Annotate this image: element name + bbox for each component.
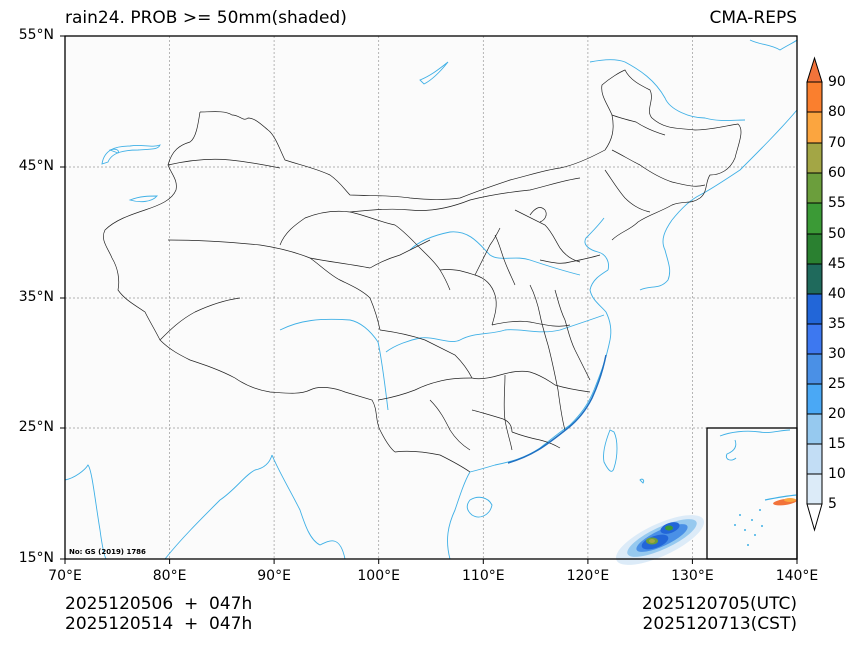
colorbar-label-5: 5 [828, 496, 837, 512]
south-china-sea-inset [706, 427, 798, 560]
x-tick-70e: 70°E [48, 568, 82, 584]
map-title: rain24. PROB >= 50mm(shaded) [65, 8, 347, 28]
colorbar-label-10: 10 [828, 466, 846, 482]
x-tick-130e: 130°E [671, 568, 714, 584]
y-tick-35n: 35°N [18, 289, 54, 305]
init-time-cst: 2025120514 + 047h [65, 614, 253, 634]
colorbar-label-15: 15 [828, 436, 846, 452]
x-tick-90e: 90°E [257, 568, 291, 584]
colorbar [806, 56, 823, 532]
colorbar-label-50: 50 [828, 226, 846, 242]
colorbar-label-45: 45 [828, 256, 846, 272]
province-borders [103, 69, 742, 473]
valid-time-block: 2025120705(UTC) 2025120713(CST) [642, 594, 797, 634]
x-tick-100e: 100°E [357, 568, 400, 584]
colorbar-label-60: 60 [828, 165, 846, 181]
y-tick-45n: 45°N [18, 158, 54, 174]
valid-time-utc: 2025120705(UTC) [641, 594, 797, 614]
init-time-block: 2025120506 + 047h 2025120514 + 047h [65, 594, 252, 634]
model-name: CMA-REPS [709, 8, 797, 28]
coastlines [64, 39, 798, 560]
coastal-shading [507, 354, 607, 464]
colorbar-label-30: 30 [828, 346, 846, 362]
x-tick-110e: 110°E [462, 568, 505, 584]
x-tick-120e: 120°E [566, 568, 610, 584]
y-tick-25n: 25°N [18, 419, 54, 435]
plot-background [65, 36, 797, 559]
probability-shading [615, 515, 705, 565]
y-tick-55n: 55°N [18, 27, 54, 43]
valid-time-cst: 2025120713(CST) [642, 614, 797, 634]
gridlines [65, 36, 797, 559]
colorbar-label-55: 55 [828, 195, 846, 211]
map-approval-note: No: GS (2019) 1786 [69, 548, 146, 556]
colorbar-label-80: 80 [828, 104, 846, 120]
colorbar-label-20: 20 [828, 406, 846, 422]
colorbar-label-90: 90 [828, 74, 846, 90]
init-time-utc: 2025120506 + 047h [65, 594, 253, 614]
y-tick-15n: 15°N [18, 550, 54, 566]
colorbar-label-70: 70 [828, 135, 846, 151]
colorbar-label-40: 40 [828, 286, 846, 302]
colorbar-label-25: 25 [828, 376, 846, 392]
axis-ticks [60, 35, 798, 564]
x-tick-80e: 80°E [152, 568, 187, 584]
x-tick-140e: 140°E [775, 568, 819, 584]
colorbar-label-35: 35 [828, 316, 846, 332]
